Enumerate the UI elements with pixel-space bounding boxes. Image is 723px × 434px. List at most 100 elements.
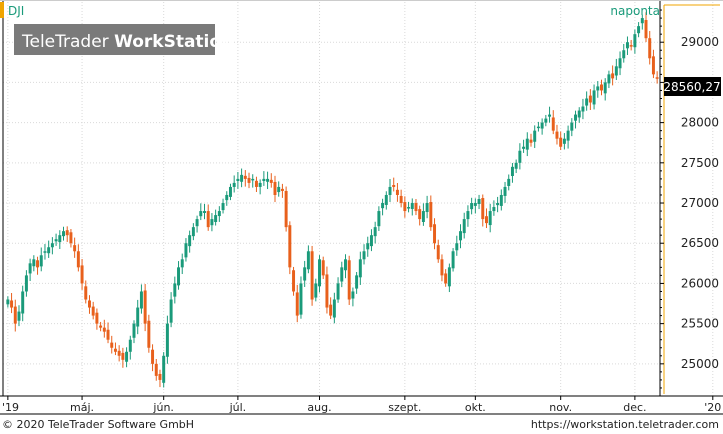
y-tick-label: 25000 xyxy=(681,357,719,371)
candle-body xyxy=(518,150,522,163)
candle-body xyxy=(603,82,607,94)
x-tick-label: nov. xyxy=(549,401,572,414)
candle-body xyxy=(644,20,648,39)
candle-body xyxy=(536,126,540,129)
candle-body xyxy=(562,138,566,144)
candle-body xyxy=(614,66,618,76)
candle-body xyxy=(184,243,188,258)
axes xyxy=(0,0,723,415)
candle-body xyxy=(507,178,511,186)
candle-body xyxy=(73,245,77,252)
candle-body xyxy=(321,260,325,276)
candles xyxy=(6,12,659,388)
candle-body xyxy=(147,320,151,348)
candle-body xyxy=(173,283,177,297)
candle-body xyxy=(377,211,381,227)
candle-body xyxy=(388,186,392,195)
candle-body xyxy=(574,114,578,121)
candle-body xyxy=(292,270,296,292)
candle-body xyxy=(455,243,459,251)
candle-body xyxy=(451,251,455,269)
candle-body xyxy=(362,251,366,260)
candle-body xyxy=(418,209,422,220)
candle-body xyxy=(102,327,106,332)
candle-body xyxy=(199,211,203,217)
candle-body xyxy=(466,211,470,220)
candle-body xyxy=(351,291,355,299)
candle-body xyxy=(84,286,88,300)
candle-body xyxy=(165,323,169,357)
candle-body xyxy=(566,130,570,141)
candle-body xyxy=(191,227,195,237)
y-tick-label: 27500 xyxy=(681,156,719,170)
candle-body xyxy=(99,325,103,328)
footer: © 2020 TeleTrader Software GmbH https://… xyxy=(0,415,723,434)
y-tick-label: 25500 xyxy=(681,317,719,331)
watermark: TeleTrader WorkStation xyxy=(14,24,233,55)
candle-body xyxy=(113,348,117,352)
candle-body xyxy=(522,146,526,149)
candle-body xyxy=(24,275,28,292)
candle-body xyxy=(169,299,173,323)
candle-body xyxy=(640,18,644,24)
candle-body xyxy=(273,181,277,195)
candle-body xyxy=(254,180,258,187)
candle-body xyxy=(596,86,600,91)
candle-body xyxy=(180,259,184,268)
candle-body xyxy=(214,215,218,222)
candle-body xyxy=(600,84,603,91)
candle-body xyxy=(655,77,659,79)
candle-body xyxy=(585,98,589,106)
candle-body xyxy=(262,178,266,181)
candle-body xyxy=(477,199,481,204)
candle-body xyxy=(21,291,25,314)
candle-body xyxy=(488,211,492,226)
candle-body xyxy=(499,194,503,206)
candle-body xyxy=(332,299,336,318)
candle-body xyxy=(347,260,351,300)
y-tick-label: 27000 xyxy=(681,196,719,210)
candle-body xyxy=(369,235,373,247)
candle-body xyxy=(407,207,411,209)
candle-body xyxy=(340,267,344,282)
candle-body xyxy=(481,198,485,220)
candle-body xyxy=(336,283,340,300)
candle-body xyxy=(310,251,314,300)
candle-body xyxy=(221,203,225,211)
candle-body xyxy=(529,139,533,143)
candle-body xyxy=(266,178,270,182)
candle-body xyxy=(651,56,655,75)
svg-text:TeleTrader WorkStation: TeleTrader WorkStation xyxy=(21,32,233,52)
candle-body xyxy=(232,182,236,187)
candle-body xyxy=(247,177,251,183)
candle-body xyxy=(633,34,637,48)
candle-body xyxy=(258,182,262,187)
candle-body xyxy=(151,349,155,364)
candle-body xyxy=(251,178,255,181)
candle-body xyxy=(611,73,615,79)
candle-body xyxy=(217,211,221,217)
candle-body xyxy=(36,260,40,268)
candle-body xyxy=(295,292,299,316)
candle-body xyxy=(128,339,132,352)
candle-body xyxy=(629,45,633,47)
candle-body xyxy=(243,175,247,179)
candle-body xyxy=(373,227,377,237)
candle-body xyxy=(13,306,17,324)
candle-body xyxy=(284,190,288,228)
watermark-light-text: TeleTrader xyxy=(21,32,114,52)
candle-body xyxy=(136,307,140,327)
candle-body xyxy=(87,300,91,308)
x-tick-label: aug. xyxy=(307,401,331,414)
candle-body xyxy=(355,275,359,289)
candle-body xyxy=(39,255,43,267)
candle-body xyxy=(32,259,36,267)
candle-body xyxy=(95,312,99,324)
candle-body xyxy=(548,114,552,117)
candle-body xyxy=(117,350,121,356)
candle-body xyxy=(625,42,629,49)
candle-body xyxy=(188,235,192,247)
candle-body xyxy=(588,95,592,103)
y-tick-label: 26500 xyxy=(681,236,719,250)
candle-body xyxy=(559,137,563,147)
